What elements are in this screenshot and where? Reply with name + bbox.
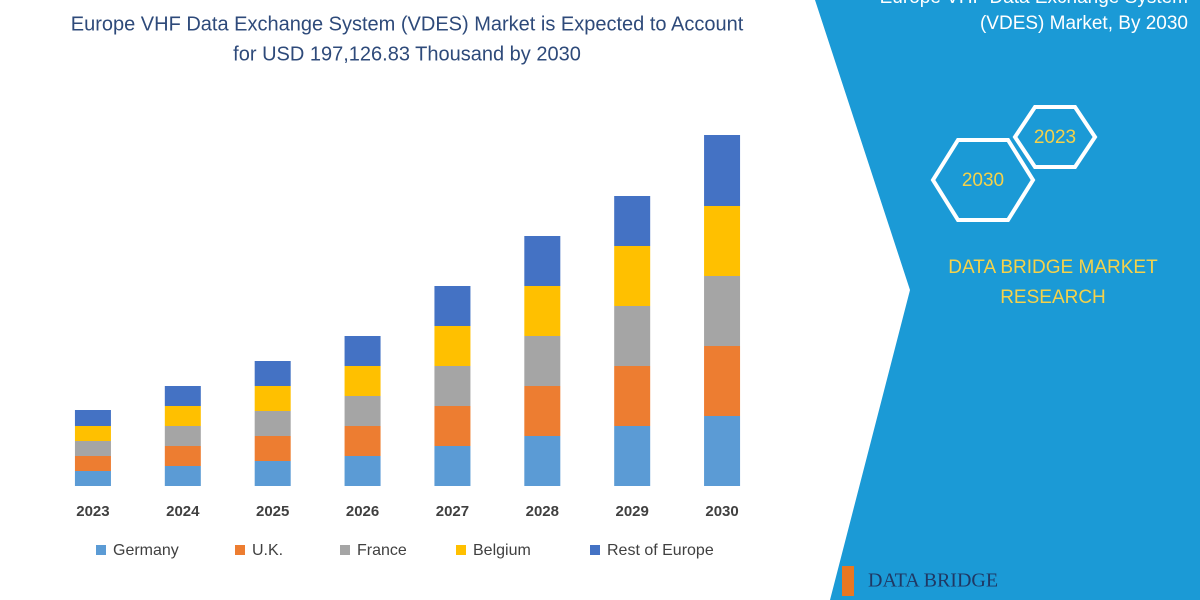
- bar-segment: [434, 326, 471, 366]
- panel-title: Europe VHF Data Exchange System: [880, 0, 1188, 8]
- bar-segment: [74, 410, 111, 426]
- hexagon: [1012, 105, 1098, 169]
- panel-title: (VDES) Market, By 2030: [980, 13, 1188, 34]
- bar-segment: [164, 426, 201, 446]
- bar-segment: [614, 246, 651, 306]
- bar-segment: [614, 196, 651, 246]
- hex-label: 2023: [1034, 127, 1076, 148]
- bar-segment: [614, 306, 651, 366]
- hexagon: [930, 138, 1036, 222]
- chart-title: for USD 197,126.83 Thousand by 2030: [233, 43, 581, 65]
- plot: 2023 2024 2025 2026 2027 2028 2029 2030 Germany U…: [74, 135, 741, 559]
- bar-segment: [254, 411, 291, 436]
- bar-segment: [614, 426, 651, 486]
- x-tick-label: 2025: [256, 503, 289, 520]
- bar-segment: [704, 346, 741, 416]
- bar-segment: [344, 396, 381, 426]
- logo-mark: [842, 566, 854, 596]
- bar-segment: [74, 441, 111, 456]
- legend-swatch: [235, 545, 245, 555]
- bar-segment: [254, 386, 291, 411]
- bar-segment: [524, 386, 561, 436]
- bar-segment: [164, 446, 201, 466]
- bar-segment: [344, 366, 381, 396]
- x-tick-label: 2029: [616, 503, 649, 520]
- chart-title: Europe VHF Data Exchange System (VDES) M…: [71, 13, 744, 35]
- bar-segment: [254, 436, 291, 461]
- bar-segment: [344, 456, 381, 486]
- bar-segment: [704, 276, 741, 346]
- bar-segment: [524, 336, 561, 386]
- bar-segment: [254, 361, 291, 386]
- bar-segment: [434, 406, 471, 446]
- legend-label: France: [357, 542, 407, 559]
- brand-text: RESEARCH: [1000, 287, 1106, 308]
- x-tick-label: 2024: [166, 503, 200, 520]
- hex-label: 2030: [962, 170, 1004, 191]
- side-panel: [815, 0, 1200, 600]
- x-tick-label: 2030: [705, 503, 738, 520]
- legend-label: Germany: [113, 542, 179, 559]
- legend-label: Belgium: [473, 542, 531, 559]
- bar-segment: [434, 286, 471, 326]
- bar-segment: [344, 426, 381, 456]
- legend-swatch: [96, 545, 106, 555]
- brand-text: DATA BRIDGE MARKET: [948, 257, 1158, 278]
- bar-segment: [434, 366, 471, 406]
- bar-segment: [254, 461, 291, 486]
- bar-segment: [524, 236, 561, 286]
- bar-segment: [524, 286, 561, 336]
- bar-segment: [344, 336, 381, 366]
- bar-segment: [434, 446, 471, 486]
- legend-label: Rest of Europe: [607, 542, 714, 559]
- bar-segment: [164, 406, 201, 426]
- bar-segment: [164, 386, 201, 406]
- bar-segment: [74, 471, 111, 486]
- legend-swatch: [590, 545, 600, 555]
- logo-text: DATA BRIDGE: [868, 570, 998, 592]
- bar-segment: [74, 426, 111, 441]
- bar-segment: [704, 135, 741, 206]
- bar-segment: [74, 456, 111, 471]
- bar-segment: [524, 436, 561, 486]
- x-tick-label: 2026: [346, 503, 379, 520]
- bar-segment: [704, 416, 741, 486]
- bar-segment: [704, 206, 741, 276]
- x-tick-label: 2027: [436, 503, 469, 520]
- bar-segment: [614, 366, 651, 426]
- legend-label: U.K.: [252, 542, 283, 559]
- bar-segment: [164, 466, 201, 486]
- x-tick-label: 2028: [526, 503, 559, 520]
- x-tick-label: 2023: [76, 503, 109, 520]
- legend-swatch: [456, 545, 466, 555]
- legend-swatch: [340, 545, 350, 555]
